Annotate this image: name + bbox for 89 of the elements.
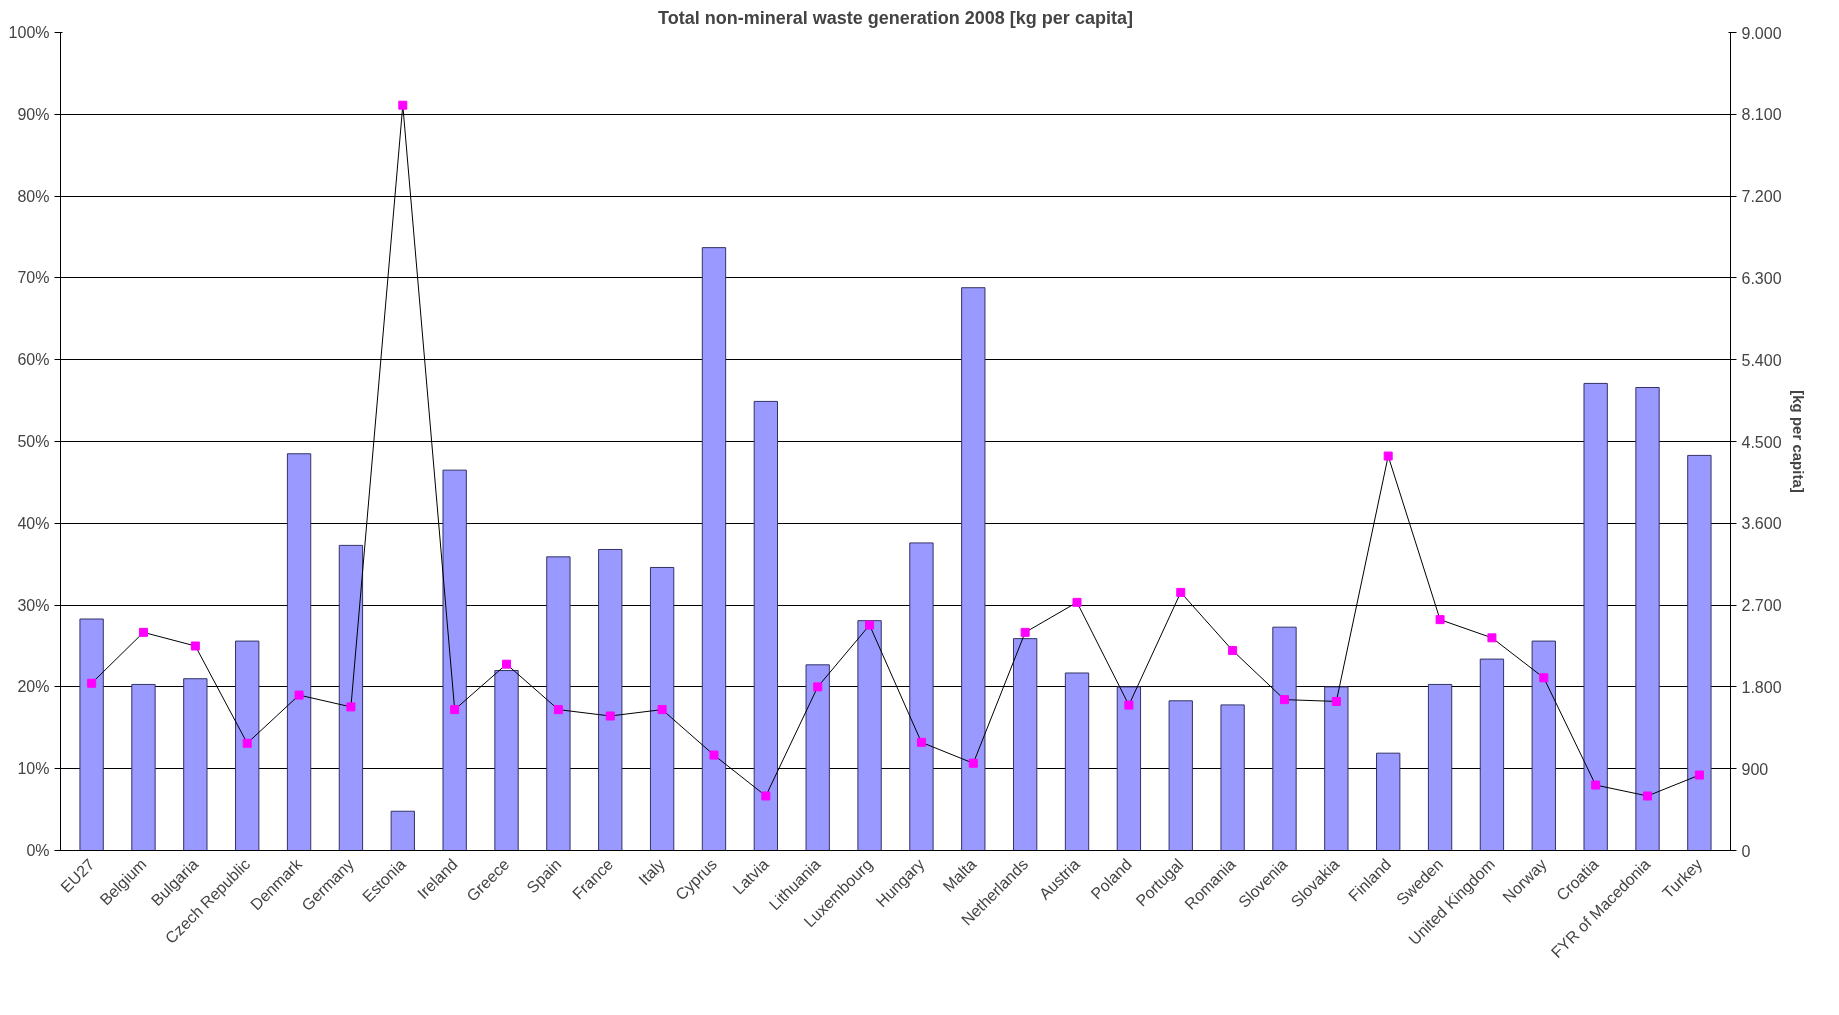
point: [813, 682, 823, 692]
y2-tick-label: 900: [1741, 760, 1769, 778]
y-tick-label: 10%: [17, 760, 50, 778]
point: [1331, 696, 1341, 706]
y2-axis-title: [kg per capita]: [1789, 390, 1807, 493]
point: [761, 791, 771, 801]
y-tick-label: 70%: [17, 269, 50, 287]
bar: [1479, 658, 1505, 851]
y-tick-label: 60%: [17, 351, 50, 369]
bar: [961, 287, 986, 851]
bar: [857, 620, 882, 851]
bar: [701, 247, 727, 851]
point: [1643, 791, 1653, 801]
point: [1435, 615, 1445, 625]
point: [968, 758, 978, 768]
point: [1124, 700, 1134, 710]
y2-tick-label: 0: [1741, 842, 1751, 860]
point: [87, 678, 97, 688]
y-tick-label: 80%: [17, 187, 50, 205]
point: [1279, 695, 1289, 705]
point: [138, 627, 148, 637]
y2-tick-label: 5.400: [1741, 351, 1782, 369]
bar: [805, 664, 830, 851]
y2-tick-label: 6.300: [1741, 269, 1782, 287]
point: [398, 100, 408, 110]
bar: [442, 469, 467, 851]
point: [1383, 451, 1393, 461]
point: [657, 705, 667, 715]
point: [1591, 780, 1601, 790]
y-tick-label: 20%: [17, 678, 50, 696]
x-tick-label: Italy: [635, 855, 669, 889]
point: [1176, 587, 1186, 597]
point: [450, 705, 460, 715]
point: [553, 705, 563, 715]
bar: [1168, 700, 1193, 851]
point: [502, 659, 512, 669]
y-tick-label: 40%: [17, 514, 50, 532]
point: [1020, 627, 1030, 637]
point: [605, 711, 615, 721]
bar: [909, 542, 934, 851]
bar: [1531, 640, 1556, 851]
bar: [753, 400, 779, 851]
bar: [1376, 752, 1401, 851]
y2-tick-label: 8.100: [1741, 106, 1782, 124]
point: [1072, 597, 1082, 607]
y2-tick-label: 3.600: [1741, 515, 1782, 533]
bar: [286, 453, 312, 851]
point: [1694, 770, 1704, 780]
point: [294, 690, 304, 700]
bar: [1583, 382, 1608, 851]
point: [1539, 673, 1549, 683]
y-tick-label: 90%: [17, 105, 50, 123]
bar: [131, 683, 156, 851]
bar: [1220, 704, 1245, 851]
bar: [1012, 638, 1038, 851]
y2-tick-label: 7.200: [1741, 188, 1782, 206]
y2-tick-label: 4.500: [1741, 433, 1782, 451]
y-tick-label: 100%: [8, 24, 50, 41]
bar: [494, 670, 519, 851]
chart-title: Total non-mineral waste generation 2008 [kg per capita]: [658, 7, 1133, 28]
y2-tick-label: 2.700: [1741, 597, 1782, 615]
bar: [79, 618, 104, 851]
bar: [1427, 683, 1453, 851]
bar: [1272, 626, 1297, 851]
point: [1228, 646, 1238, 656]
bar: [390, 810, 415, 851]
bar: [235, 640, 260, 851]
y-tick-label: 50%: [17, 433, 50, 450]
bar: [1635, 387, 1660, 851]
point: [190, 641, 200, 651]
point: [709, 750, 719, 760]
bar: [649, 566, 675, 851]
y-tick-label: 0%: [26, 842, 50, 859]
point: [916, 737, 926, 747]
y2-tick-label: 9.000: [1741, 24, 1782, 42]
bar: [1324, 686, 1349, 851]
bar: [1116, 686, 1142, 851]
y-tick-label: 30%: [17, 596, 50, 614]
bar: [183, 678, 208, 851]
y2-tick-label: 1.800: [1741, 678, 1782, 696]
point: [346, 702, 356, 712]
point: [865, 620, 875, 630]
bar: [1064, 672, 1090, 851]
bar: [338, 544, 364, 851]
point: [242, 738, 252, 748]
bar: [1687, 454, 1712, 851]
bar: [598, 548, 623, 851]
bar: [546, 556, 571, 851]
point: [1487, 633, 1497, 643]
